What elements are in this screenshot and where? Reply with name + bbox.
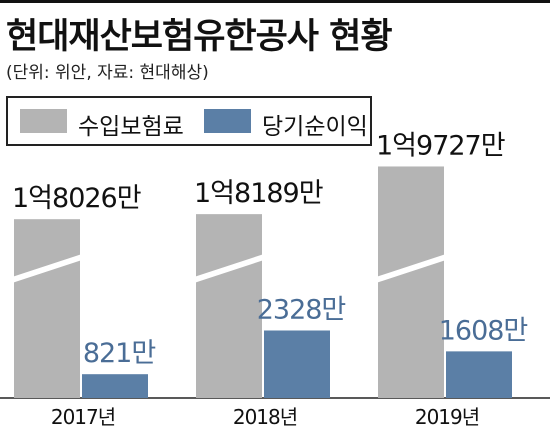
category-label-1: 2017년: [51, 405, 115, 429]
legend-label-profit: 당기순이익: [262, 114, 368, 140]
category-label-2: 2018년: [233, 405, 297, 429]
bar-profit-3: [446, 351, 512, 398]
bar-premium-2: [196, 214, 262, 398]
label-premium-1: 1억8026만: [12, 183, 141, 214]
bar-premium-1: [14, 219, 80, 398]
legend: 수입보험료 당기순이익: [6, 96, 372, 146]
bar-premium-3: [378, 166, 444, 398]
label-profit-1: 821만: [83, 338, 156, 369]
chart-subtitle: (단위: 위안, 자료: 현대해상): [6, 63, 209, 83]
label-premium-3: 1억9727만: [376, 130, 505, 161]
bar-profit-2: [264, 330, 330, 398]
legend-swatch-premium: [20, 109, 67, 133]
label-profit-2: 2328만: [257, 294, 346, 325]
top-rule: [0, 0, 550, 3]
bar-profit-1: [82, 374, 148, 398]
legend-swatch-profit: [204, 109, 251, 133]
axis-break-1: [12, 254, 82, 283]
axis-break-2: [194, 254, 264, 283]
legend-label-premium: 수입보험료: [78, 114, 184, 140]
category-label-3: 2019년: [415, 405, 479, 429]
label-profit-3: 1608만: [439, 315, 528, 346]
chart-title: 현대재산보험유한공사 현황: [6, 17, 393, 57]
label-premium-2: 1억8189만: [194, 178, 323, 209]
axis-break-3: [376, 254, 446, 283]
